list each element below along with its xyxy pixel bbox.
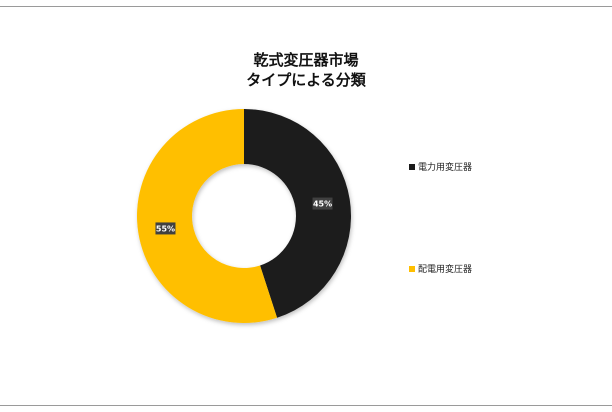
- chart-title: 乾式変圧器市場: [253, 51, 359, 69]
- data-label-bg-1: [155, 222, 176, 235]
- top-border: [0, 6, 612, 7]
- legend-swatch-power: [409, 163, 415, 170]
- chart-subtitle: タイプによる分類: [246, 71, 366, 89]
- bottom-border: [0, 405, 612, 406]
- donut-slice-0: [244, 109, 352, 318]
- legend-label-distribution: 配電用変圧器: [418, 265, 473, 275]
- legend-item-distribution: 配電用変圧器: [409, 262, 472, 275]
- legend-item-power: 電力用変圧器: [409, 160, 472, 173]
- donut-slice-1: [137, 109, 278, 323]
- data-label-1: 55%: [156, 224, 175, 233]
- donut-data-labels: 45% 55%: [155, 197, 333, 235]
- legend-label-power: 電力用変圧器: [418, 163, 473, 173]
- legend-swatch-distribution: [409, 265, 415, 272]
- donut-slices: [137, 109, 352, 323]
- chart-title-block: 乾式変圧器市場 タイプによる分類: [0, 50, 612, 90]
- data-label-0: 45%: [313, 200, 332, 209]
- data-label-bg-0: [312, 197, 333, 210]
